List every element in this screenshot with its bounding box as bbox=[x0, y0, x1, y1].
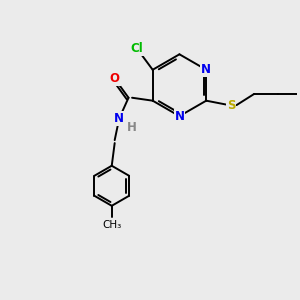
Text: N: N bbox=[201, 63, 211, 76]
Text: N: N bbox=[174, 110, 184, 123]
Text: CH₃: CH₃ bbox=[102, 220, 122, 230]
Text: H: H bbox=[127, 121, 136, 134]
Text: S: S bbox=[227, 99, 236, 112]
Text: O: O bbox=[110, 72, 120, 85]
Text: N: N bbox=[114, 112, 124, 125]
Text: Cl: Cl bbox=[130, 42, 143, 55]
